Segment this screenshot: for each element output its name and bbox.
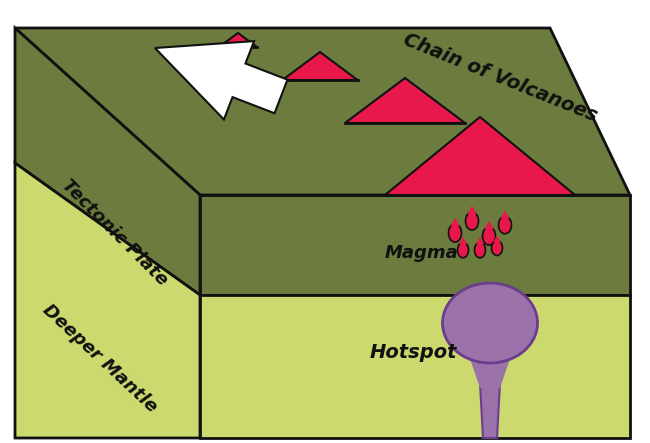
Polygon shape bbox=[500, 210, 510, 218]
Polygon shape bbox=[459, 237, 467, 244]
Polygon shape bbox=[219, 33, 257, 47]
Text: Chain of Volcanoes: Chain of Volcanoes bbox=[400, 30, 600, 126]
Text: Deeper Mantle: Deeper Mantle bbox=[39, 300, 161, 416]
Polygon shape bbox=[493, 235, 501, 242]
Polygon shape bbox=[15, 163, 200, 438]
Polygon shape bbox=[155, 41, 287, 120]
Ellipse shape bbox=[458, 242, 469, 258]
Text: Tectonic Plate: Tectonic Plate bbox=[58, 176, 172, 290]
Polygon shape bbox=[200, 195, 630, 295]
Polygon shape bbox=[450, 218, 460, 226]
Polygon shape bbox=[345, 78, 465, 123]
Ellipse shape bbox=[499, 216, 512, 234]
Polygon shape bbox=[468, 353, 512, 388]
Polygon shape bbox=[484, 221, 493, 229]
Polygon shape bbox=[200, 295, 630, 438]
Polygon shape bbox=[15, 28, 200, 295]
Polygon shape bbox=[476, 237, 484, 244]
Ellipse shape bbox=[474, 242, 486, 258]
Ellipse shape bbox=[465, 212, 478, 230]
Ellipse shape bbox=[482, 227, 495, 245]
Polygon shape bbox=[480, 383, 500, 438]
Ellipse shape bbox=[443, 283, 538, 363]
Polygon shape bbox=[283, 52, 358, 80]
Polygon shape bbox=[15, 28, 630, 195]
Text: Magma: Magma bbox=[385, 244, 459, 262]
Text: Hotspot: Hotspot bbox=[370, 343, 458, 362]
Polygon shape bbox=[467, 206, 476, 214]
Polygon shape bbox=[455, 333, 525, 355]
Polygon shape bbox=[385, 117, 575, 195]
Ellipse shape bbox=[491, 241, 502, 256]
Ellipse shape bbox=[448, 224, 461, 242]
